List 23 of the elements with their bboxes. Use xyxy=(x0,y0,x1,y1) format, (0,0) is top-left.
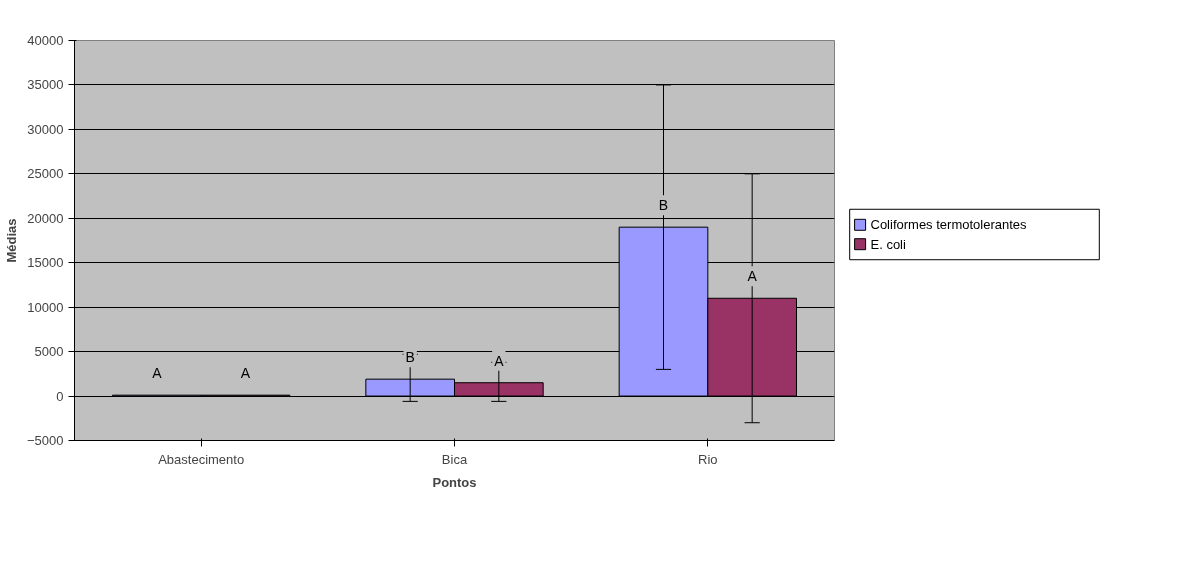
data-label: A xyxy=(152,365,163,382)
data-label: B xyxy=(405,349,415,366)
y-tick-label: 40000 xyxy=(27,33,64,48)
y-tick-label: 25000 xyxy=(27,166,64,182)
y-axis-title: Médias xyxy=(3,218,19,263)
y-tick-label: 35000 xyxy=(27,77,64,93)
y-tick-label: 30000 xyxy=(27,121,64,137)
x-axis-title: Pontos xyxy=(432,474,477,490)
y-tick-label: 0 xyxy=(56,388,64,404)
data-label: B xyxy=(658,197,669,214)
x-tick-label: Rio xyxy=(698,451,718,467)
y-tick-label: 10000 xyxy=(27,299,64,315)
y-tick-label: −5000 xyxy=(26,433,64,448)
y-tick-label: 5000 xyxy=(34,344,64,360)
y-tick-label: 20000 xyxy=(27,210,64,226)
x-tick-label: Bica xyxy=(441,451,468,467)
y-tick-label: 15000 xyxy=(27,255,64,271)
legend-label: Coliformes termotolerantes xyxy=(870,217,1028,233)
x-tick-label: Abastecimento xyxy=(158,451,245,467)
data-label: A xyxy=(240,365,251,382)
data-label: A xyxy=(494,352,505,369)
data-label: A xyxy=(747,268,758,285)
legend-label: E. coli xyxy=(870,236,907,252)
